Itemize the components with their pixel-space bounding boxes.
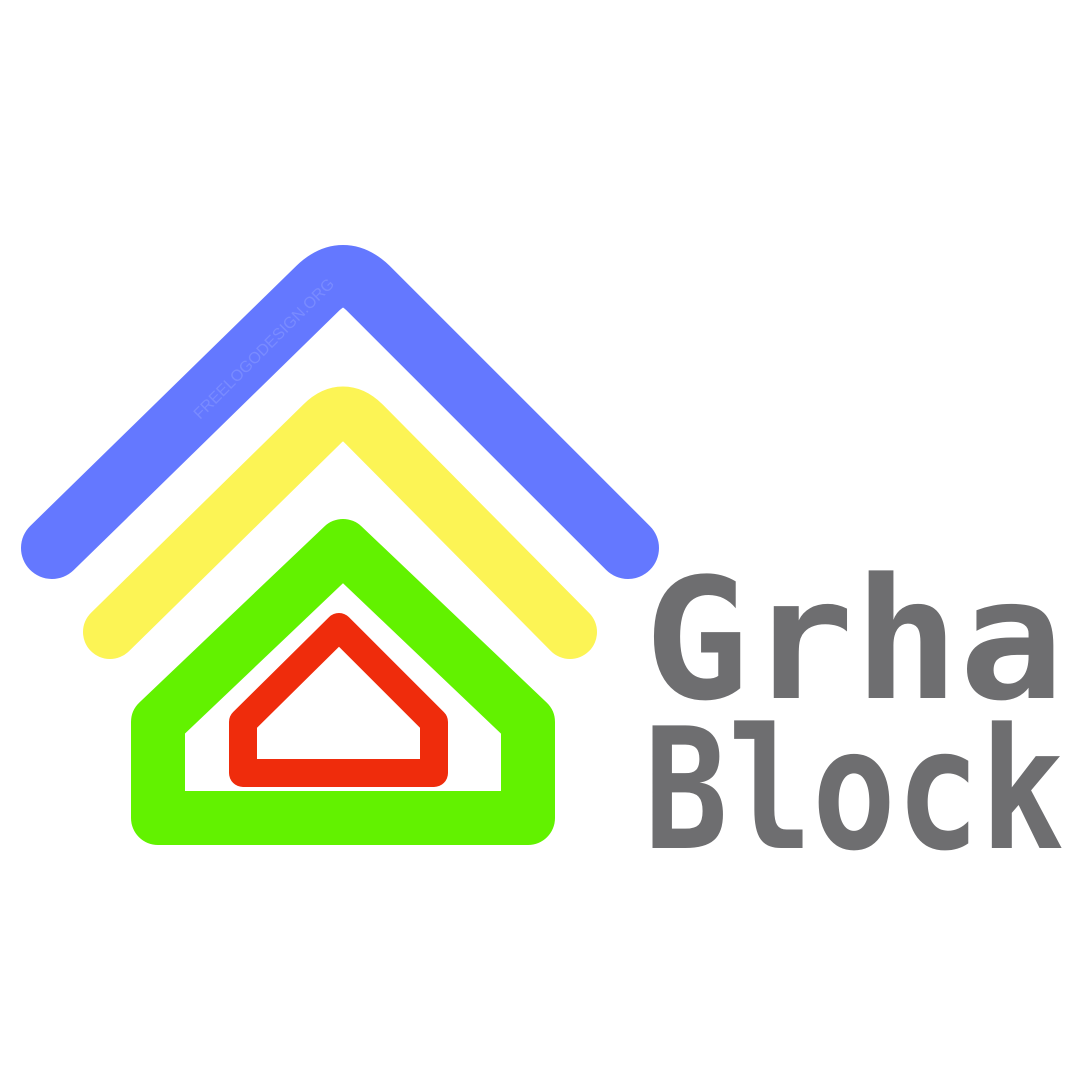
- wordmark-line-2: Block: [644, 692, 1064, 888]
- wordmark-line-1: Grha: [644, 542, 1064, 738]
- house-outline: [131, 519, 555, 845]
- roof-outer-chevron: [21, 245, 659, 579]
- house-inner-outline: [229, 613, 448, 787]
- roof-middle-chevron: [83, 386, 597, 659]
